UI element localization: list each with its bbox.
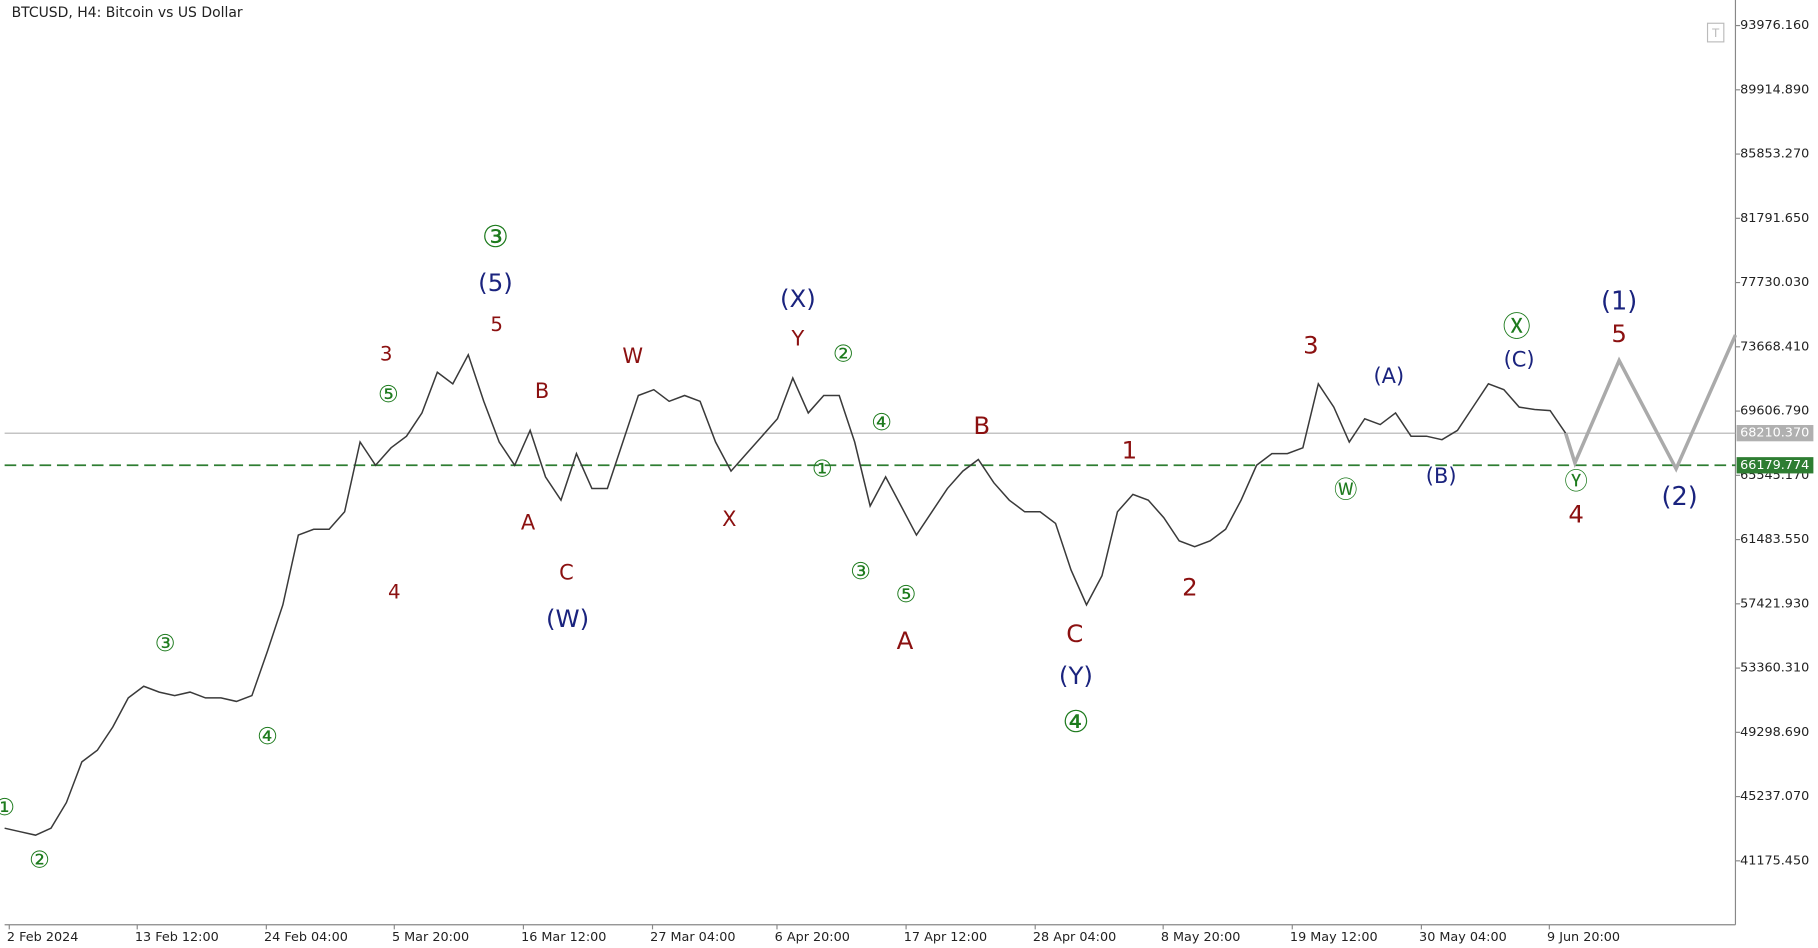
wave-label: B — [973, 411, 990, 440]
wave-label: C — [1066, 619, 1083, 648]
x-tick-label: 6 Apr 20:00 — [775, 930, 850, 945]
price-tag — [1736, 425, 1814, 442]
wave-label: B — [535, 379, 549, 403]
wave-label: X — [722, 507, 736, 531]
wave-label: ③ — [850, 558, 871, 585]
wave-label: Ⓦ — [1334, 476, 1357, 503]
wave-label: ④ — [1062, 705, 1089, 740]
wave-label: 3 — [380, 342, 393, 365]
x-tick-label: 2 Feb 2024 — [7, 930, 78, 945]
wave-label: (C) — [1504, 348, 1535, 372]
wave-label: ② — [29, 846, 50, 873]
wave-label: A — [521, 510, 536, 534]
wave-label: 1 — [1122, 435, 1138, 464]
price-tag — [1736, 457, 1814, 474]
x-tick-label: 19 May 12:00 — [1290, 930, 1378, 945]
wave-label: (W) — [546, 604, 589, 633]
x-tick-label: 13 Feb 12:00 — [135, 930, 219, 945]
y-tick-label: 81791.650 — [1740, 211, 1809, 226]
wave-label: W — [622, 344, 643, 368]
wave-label: ⑤ — [378, 381, 399, 408]
x-tick-label: 5 Mar 20:00 — [392, 930, 469, 945]
wave-label: ④ — [257, 723, 278, 750]
wave-label: ① — [0, 794, 15, 821]
wave-label: ⑤ — [896, 581, 917, 608]
y-tick-label: 73668.410 — [1740, 339, 1809, 354]
wave-label: ③ — [155, 630, 176, 657]
wave-label: ④ — [871, 409, 892, 436]
wave-label: (Y) — [1059, 661, 1093, 690]
y-tick-label: 53360.310 — [1740, 661, 1809, 676]
wave-label: (A) — [1373, 364, 1404, 388]
price-tag-label: 68210.370 — [1740, 426, 1809, 441]
x-tick-label: 27 Mar 04:00 — [650, 930, 735, 945]
x-tick-label: 8 May 20:00 — [1161, 930, 1241, 945]
wave-label: 5 — [1611, 319, 1627, 348]
wave-label: (B) — [1426, 464, 1457, 488]
y-tick-label: 49298.690 — [1740, 725, 1809, 740]
toolbar-icon[interactable] — [1706, 22, 1725, 43]
wave-label: (2) — [1661, 482, 1697, 512]
y-tick-label: 41175.450 — [1740, 853, 1809, 868]
y-tick-label: 45237.070 — [1740, 789, 1809, 804]
wave-label: ② — [833, 340, 854, 367]
x-tick-label: 24 Feb 04:00 — [264, 930, 348, 945]
wave-label: 2 — [1182, 573, 1198, 602]
chart-title: BTCUSD, H4: Bitcoin vs US Dollar — [12, 5, 243, 21]
wave-label: 5 — [490, 313, 503, 336]
y-tick-label: 77730.030 — [1740, 275, 1809, 290]
toolbar-icon-glyph: T — [1711, 26, 1720, 40]
price-tag-label: 66179.774 — [1740, 458, 1809, 473]
wave-label: Ⓧ — [1503, 310, 1531, 343]
wave-label: ① — [812, 455, 833, 482]
x-tick-label: 30 May 04:00 — [1419, 930, 1507, 945]
y-tick-label: 61483.550 — [1740, 532, 1809, 547]
wave-label: Ⓨ — [1564, 468, 1587, 495]
projection-line — [1563, 334, 1738, 473]
wave-label: ③ — [482, 220, 509, 255]
y-tick-label: 85853.270 — [1740, 147, 1809, 162]
y-tick-label: 69606.790 — [1740, 404, 1809, 419]
x-tick-label: 9 Jun 20:00 — [1547, 930, 1620, 945]
wave-label: A — [897, 626, 914, 655]
wave-label: 4 — [388, 581, 401, 604]
y-tick-label: 89914.890 — [1740, 82, 1809, 97]
wave-label: (1) — [1601, 286, 1637, 316]
wave-label: Y — [791, 327, 805, 351]
x-tick-label: 17 Apr 12:00 — [904, 930, 987, 945]
price-line-series — [4, 352, 1567, 836]
x-tick-label: 28 Apr 04:00 — [1033, 930, 1116, 945]
wave-label: (X) — [780, 284, 816, 313]
wave-label: 3 — [1303, 331, 1319, 360]
x-tick-label: 16 Mar 12:00 — [521, 930, 606, 945]
y-tick-label: 93976.160 — [1740, 18, 1809, 33]
y-tick-label: 57421.930 — [1740, 596, 1809, 611]
wave-label: (5) — [478, 268, 513, 297]
wave-label: 4 — [1568, 499, 1584, 528]
wave-label: C — [559, 560, 574, 584]
